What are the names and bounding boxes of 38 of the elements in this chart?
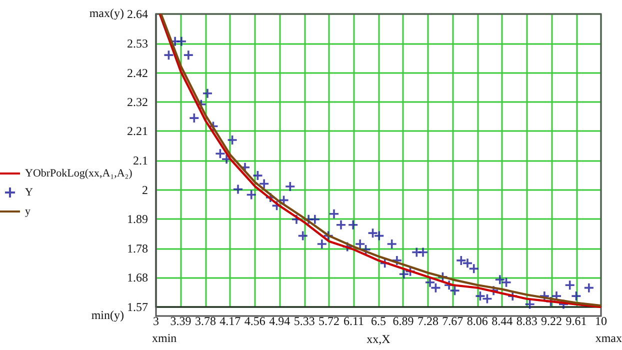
x-tick-label: 4.17 xyxy=(220,314,241,328)
legend-label: y xyxy=(25,206,31,218)
x-tick-label: 3 xyxy=(153,314,159,328)
x-tick-label: 5.72 xyxy=(318,314,340,328)
x-tick-label: 4.94 xyxy=(269,314,290,328)
text: xmax xyxy=(595,331,622,345)
x-tick-label: 9.22 xyxy=(541,314,562,328)
y-tick-label: 1.57 xyxy=(127,300,148,314)
text: xmin xyxy=(152,331,177,345)
x-tick-label: 8.06 xyxy=(466,314,488,328)
y-tick-label: 2 xyxy=(142,182,148,197)
x-tick-label: 4.56 xyxy=(244,314,266,328)
y-tick-label: 2.42 xyxy=(127,66,148,80)
y-tick-label: 2.64 xyxy=(127,7,148,21)
y-tick-label: 2.32 xyxy=(127,94,148,109)
x-tick-label: 3.39 xyxy=(170,314,192,328)
y-tick-label: 2.53 xyxy=(127,36,148,50)
x-tick-label: 7.28 xyxy=(417,314,438,328)
legend-label: Y xyxy=(25,186,33,198)
x-tick-label: 10 xyxy=(595,314,607,328)
x-tick-label: 5.33 xyxy=(294,314,315,328)
y-tick-label: 2.1 xyxy=(133,154,148,168)
text: min(y) xyxy=(91,308,124,322)
y-tick-label: 1.78 xyxy=(127,241,148,256)
text: max(y) xyxy=(89,6,124,20)
x-tick-label: 9.61 xyxy=(566,314,587,328)
y-tick-label: 2.21 xyxy=(127,124,148,138)
x-tick-label: 3.78 xyxy=(194,314,216,328)
legend-label: YObrPokLog(xx,A₁,A₂) xyxy=(25,168,133,180)
x-tick-label: 6.5 xyxy=(371,314,386,328)
x-axis-title: xx,X xyxy=(366,332,391,346)
x-tick-label: 8.83 xyxy=(516,314,538,328)
y-tick-label: 1.68 xyxy=(127,270,148,285)
x-tick-label: 7.67 xyxy=(442,314,464,328)
x-tick-label: 6.89 xyxy=(392,314,414,328)
x-tick-label: 6.11 xyxy=(343,314,364,328)
x-tick-label: 8.44 xyxy=(492,314,513,328)
y-tick-label: 1.89 xyxy=(127,212,148,226)
